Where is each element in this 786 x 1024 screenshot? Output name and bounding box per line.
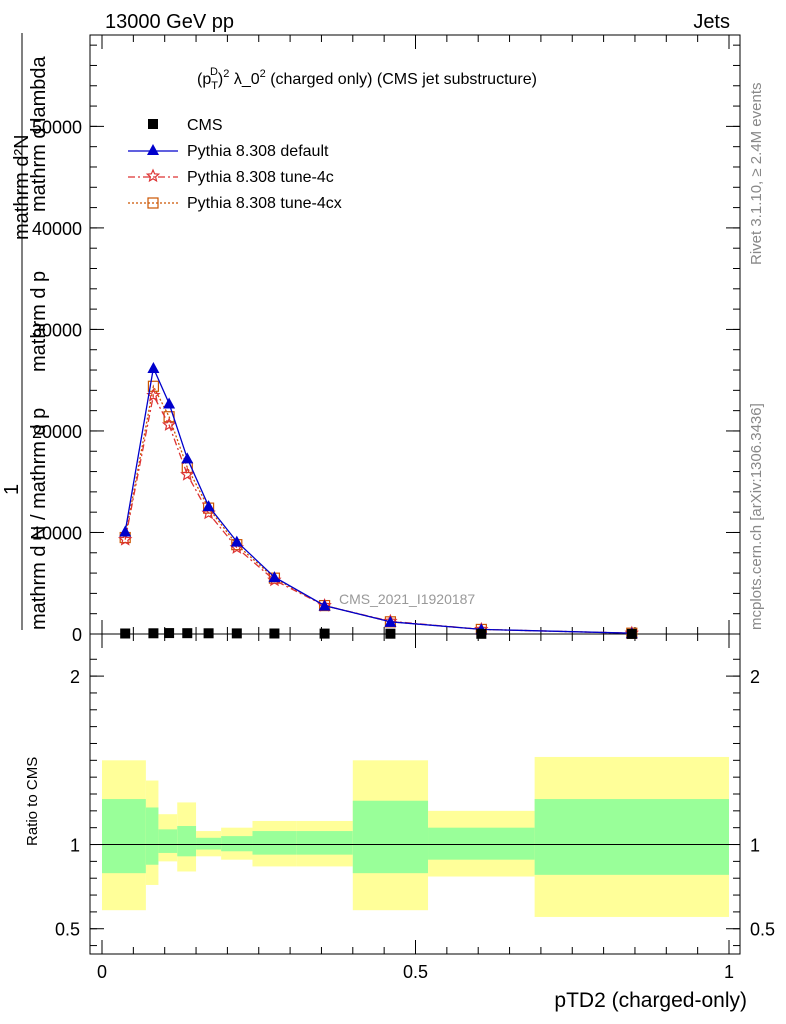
ratio-band-inner xyxy=(534,799,729,875)
legend: CMS Pythia 8.308 default Pythia 8.308 tu… xyxy=(128,117,342,212)
data-point-cms xyxy=(203,628,214,639)
ratio-band-inner xyxy=(145,807,159,865)
ratio-y-tick-label: 2 xyxy=(70,667,80,687)
ratio-band-inner xyxy=(158,829,178,853)
y-axis-label-denominator: mathrm d N / mathrm d p xyxy=(28,408,50,630)
y-tick-label: 30000 xyxy=(32,320,82,340)
y-axis-label-part-b: mathrm d lambda xyxy=(28,56,50,212)
ratio-y-axis-label: Ratio to CMS xyxy=(24,757,41,846)
data-point-pythia-8-308-tune-4c xyxy=(267,572,282,587)
plot-title-lambda: λ_0 xyxy=(234,71,260,88)
ratio-y-tick-label: 1 xyxy=(70,836,80,856)
data-point-cms xyxy=(476,628,487,639)
legend-marker-tune-4cx xyxy=(147,197,159,209)
data-point-cms xyxy=(231,628,242,639)
y-tick-label: 10000 xyxy=(32,523,82,543)
y-tick-label: 0 xyxy=(72,625,82,645)
x-tick-label: 0 xyxy=(97,962,107,982)
axis-ticks: 0 0.5 1 0 10000 20000 30000 40000 50000 0.5 0.5 1 1 2… xyxy=(32,35,775,982)
legend-marker-default xyxy=(147,144,159,155)
data-point-pythia-8-308-tune-4c xyxy=(180,467,195,481)
ratio-band-inner xyxy=(221,836,253,852)
ratio-band-inner xyxy=(102,799,146,874)
y-tick-label: 20000 xyxy=(32,422,82,442)
header-energy-label: 13000 GeV pp xyxy=(105,11,234,33)
data-point-cms xyxy=(164,628,175,639)
data-point-pythia-8-308-default xyxy=(119,525,132,537)
y-tick-label: 40000 xyxy=(32,219,82,239)
mcplots-source-label: mcplots.cern.ch [arXiv:1306.3436] xyxy=(748,403,765,630)
data-point-pythia-8-308-default xyxy=(147,362,160,374)
ratio-y-tick-label-right: 1 xyxy=(750,836,760,856)
plot-title: (pTD)2 λ_02 (charged only) (CMS jet subs… xyxy=(197,66,537,92)
legend-marker-tune-4c xyxy=(145,168,161,183)
data-point-pythia-8-308-default xyxy=(163,397,176,409)
y-axis-label-numerator: 1 xyxy=(1,484,23,495)
data-point-pythia-8-308-default xyxy=(181,452,194,464)
y-axis-label-part-c: mathrm d²N xyxy=(11,134,33,240)
data-point-pythia-8-308-default xyxy=(202,500,215,512)
ratio-band-inner xyxy=(352,800,429,874)
y-axis-label-part-a: mathrm d p xyxy=(28,271,50,372)
ratio-y-tick-label-right: 0.5 xyxy=(750,920,775,940)
data-point-pythia-8-308-default xyxy=(384,615,397,627)
data-point-pythia-8-308-default xyxy=(268,571,281,583)
ratio-band-inner xyxy=(252,831,297,855)
data-point-pythia-8-308-tune-4c xyxy=(161,417,177,431)
data-point-pythia-8-308-tune-4cx xyxy=(147,380,160,392)
legend-marker-cms xyxy=(148,119,158,129)
header-jets-label: Jets xyxy=(693,11,730,33)
ratio-y-tick-label: 0.5 xyxy=(55,920,80,940)
legend-label-default: Pythia 8.308 default xyxy=(187,143,329,160)
data-point-cms xyxy=(319,628,330,639)
y-axis-label-main: 1 mathrm d N / mathrm d p mathrm d p mat… xyxy=(1,33,50,630)
ratio-band-inner xyxy=(428,827,535,860)
data-point-pythia-8-308-default xyxy=(318,599,331,611)
ratio-band-inner xyxy=(296,831,353,855)
x-axis-label: pTD2 (charged-only) xyxy=(554,989,747,1012)
ratio-band-inner xyxy=(196,837,222,850)
y-tick-label: 50000 xyxy=(32,117,82,137)
legend-label-tune-4c: Pythia 8.308 tune-4c xyxy=(187,169,334,186)
plot-title-rest: (charged only) (CMS jet substructure) xyxy=(270,71,537,88)
series-layer xyxy=(118,362,639,640)
data-point-cms xyxy=(120,628,131,639)
analysis-id-label: CMS_2021_I1920187 xyxy=(339,591,475,607)
ratio-y-tick-label-right: 2 xyxy=(750,667,760,687)
ratio-band-inner xyxy=(177,826,197,857)
x-tick-label: 0.5 xyxy=(403,962,428,982)
ratio-bands xyxy=(102,756,729,917)
data-point-cms xyxy=(269,628,280,639)
legend-label-cms: CMS xyxy=(187,117,223,134)
rivet-version-label: Rivet 3.1.10, ≥ 2.4M events xyxy=(748,83,765,266)
data-point-pythia-8-308-tune-4c xyxy=(118,532,133,546)
data-point-pythia-8-308-default xyxy=(230,535,243,547)
x-tick-label: 1 xyxy=(724,962,734,982)
data-point-cms xyxy=(626,628,637,639)
data-point-cms xyxy=(182,628,193,639)
data-point-cms xyxy=(385,628,396,639)
series-line-pythia-8-308-tune-4cx xyxy=(124,384,632,634)
legend-label-tune-4cx: Pythia 8.308 tune-4cx xyxy=(187,195,342,212)
data-point-cms xyxy=(148,628,159,639)
